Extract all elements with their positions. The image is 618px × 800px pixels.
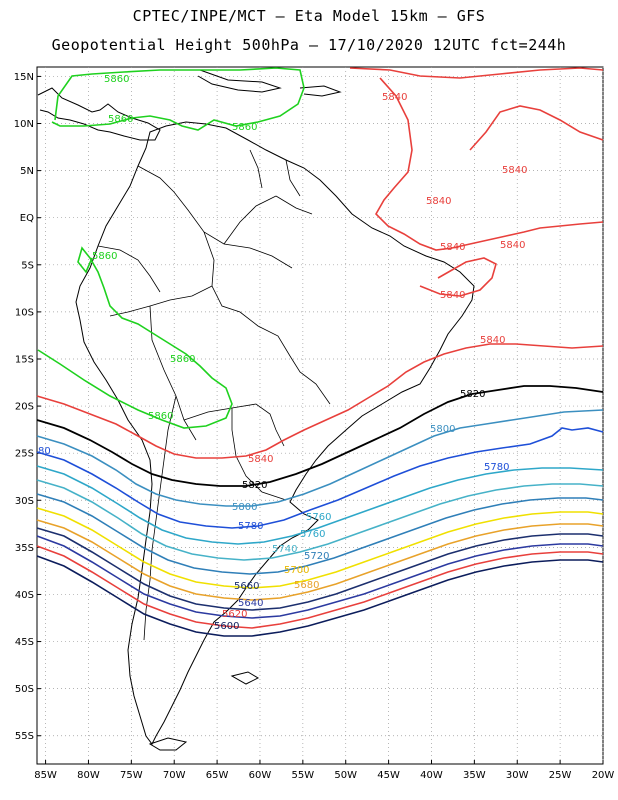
contour-label-5820: 5820 [242, 480, 267, 491]
contour-label-5860: 5860 [92, 251, 117, 262]
contour-label-5840: 5840 [440, 242, 465, 253]
lon-tick-label: 85W [34, 770, 57, 781]
contour-label-5840: 5840 [500, 240, 525, 251]
lat-tick-label: 10S [15, 307, 34, 318]
contour-label-5780: 5780 [484, 462, 509, 473]
lat-tick-label: 30S [15, 496, 34, 507]
contour-label-5740: 5740 [272, 544, 297, 555]
coastlines [37, 69, 475, 751]
lon-tick-label: 70W [163, 770, 186, 781]
map-title-line2: Geopotential Height 500hPa – 17/10/2020 … [51, 36, 567, 54]
contour-5800 [36, 409, 604, 507]
lon-tick-label: 55W [292, 770, 315, 781]
contour-lines [36, 67, 604, 637]
axis-labels: 15N 10N 5N EQ 5S 10S 15S 20S 25S 30S 35S 40S 45S 50S 5… [14, 72, 615, 781]
lat-tick-label: 15N [14, 72, 34, 83]
cuba-island [197, 69, 282, 93]
contour-label-5800: 5800 [232, 502, 257, 513]
contour-label-5640: 5640 [238, 598, 263, 609]
south-america-coast [75, 121, 475, 745]
lon-tick-label: 75W [120, 770, 143, 781]
contour-label-5700: 5700 [284, 565, 309, 576]
lon-tick-label: 50W [334, 770, 357, 781]
contour-labels: 5860 5860 5860 5860 5860 5860 5840 5840 … [38, 74, 527, 632]
contour-label-5820: 5820 [460, 389, 485, 400]
hispaniola-island [299, 85, 342, 97]
lat-tick-label: 40S [15, 590, 34, 601]
contour-label-5860: 5860 [232, 122, 257, 133]
contour-label-5860: 5860 [104, 74, 129, 85]
contour-5840-north [349, 67, 604, 297]
contour-label-5840: 5840 [426, 196, 451, 207]
contour-5860-north [51, 67, 305, 131]
lat-tick-label: 55S [15, 731, 34, 742]
contour-5820 [36, 385, 604, 487]
lat-tick-label: 25S [15, 449, 34, 460]
contour-label-5680: 5680 [294, 580, 319, 591]
central-america-coast [37, 87, 161, 141]
contour-label-5760: 5760 [300, 529, 325, 540]
contour-5720 [36, 493, 604, 575]
lon-tick-label: 35W [463, 770, 486, 781]
tierra-del-fuego [148, 737, 188, 751]
contour-label-5840: 5840 [382, 92, 407, 103]
lat-tick-label: 45S [15, 637, 34, 648]
contour-label-5840: 5840 [248, 454, 273, 465]
contour-5640 [36, 535, 604, 619]
contour-label-5780: 80 [38, 446, 51, 457]
lat-tick-label: 10N [14, 119, 34, 130]
contour-label-5840: 5840 [480, 335, 505, 346]
lon-tick-label: 60W [249, 770, 272, 781]
contour-5740 [36, 479, 604, 561]
contour-5780 [36, 427, 604, 529]
contour-label-5860: 5860 [148, 411, 173, 422]
country-borders [97, 149, 331, 641]
contour-5860-west [37, 246, 233, 429]
contour-5600 [36, 555, 604, 637]
falkland-islands [230, 671, 260, 685]
lat-tick-label: 5S [21, 260, 34, 271]
contour-label-5620: 5620 [222, 609, 247, 620]
lat-tick-label: EQ [20, 213, 34, 224]
contour-5660 [36, 527, 604, 611]
lat-tick-label: 15S [15, 354, 34, 365]
contour-label-5760: 5760 [306, 512, 331, 523]
lon-tick-label: 80W [77, 770, 100, 781]
lat-tick-label: 20S [15, 402, 34, 413]
lat-tick-label: 5N [20, 166, 34, 177]
contour-label-5840: 5840 [440, 290, 465, 301]
contour-5680 [36, 519, 604, 601]
contour-5700 [36, 507, 604, 589]
lon-tick-label: 25W [549, 770, 572, 781]
contour-label-5780: 5780 [238, 521, 263, 532]
lon-tick-label: 30W [506, 770, 529, 781]
contour-5620 [36, 545, 604, 629]
contour-label-5720: 5720 [304, 551, 329, 562]
lon-tick-label: 20W [592, 770, 615, 781]
contour-label-5860: 5860 [170, 354, 195, 365]
contour-label-5840: 5840 [502, 165, 527, 176]
lon-tick-label: 45W [377, 770, 400, 781]
lon-tick-label: 40W [420, 770, 443, 781]
contour-label-5800: 5800 [430, 424, 455, 435]
lat-tick-label: 50S [15, 684, 34, 695]
contour-label-5860: 5860 [108, 114, 133, 125]
map-title-line1: CPTEC/INPE/MCT – Eta Model 15km – GFS [132, 7, 486, 25]
contour-5760 [36, 465, 604, 545]
graticule [37, 67, 604, 764]
contour-label-5600: 5600 [214, 621, 239, 632]
contour-5840 [36, 343, 604, 459]
lat-tick-label: 35S [15, 543, 34, 554]
contour-label-5660: 5660 [234, 581, 259, 592]
lon-tick-label: 65W [206, 770, 229, 781]
